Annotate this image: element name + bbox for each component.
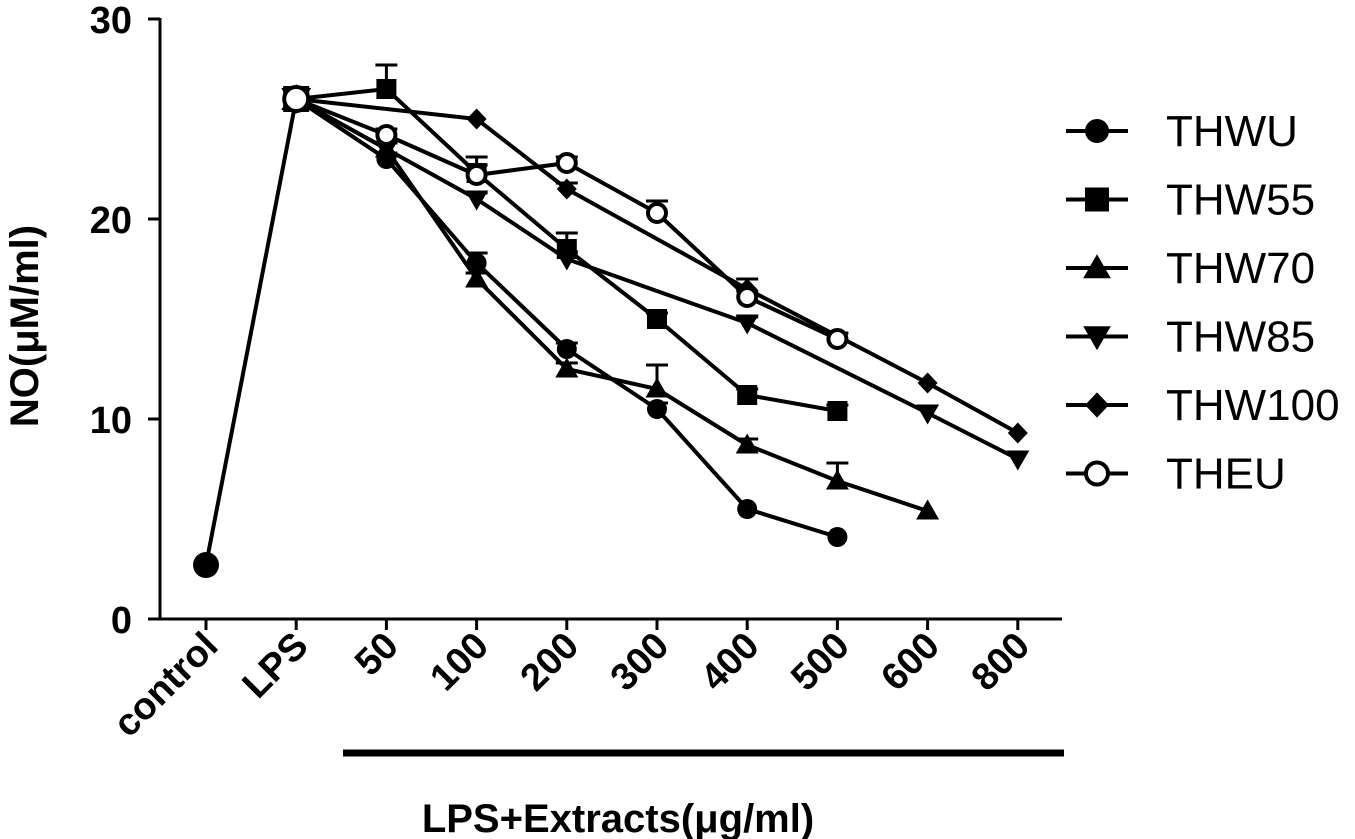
legend-item: THW100 (1066, 381, 1340, 430)
data-point (465, 267, 489, 288)
x-tick-label: 100 (422, 625, 497, 700)
x-tick-label: 500 (783, 625, 858, 700)
data-point (916, 499, 940, 520)
data-point (465, 190, 489, 211)
series-thw70 (281, 84, 940, 520)
data-point (646, 202, 668, 224)
legend-marker (1085, 392, 1109, 418)
x-tick-label: 200 (513, 625, 588, 700)
x-tick-label: 50 (347, 625, 407, 685)
data-point (1007, 422, 1028, 444)
legend: THWU THW55 THW70 THW85 THW100 THEU (1066, 107, 1340, 499)
data-point (826, 328, 849, 350)
data-point (555, 250, 579, 271)
data-point (193, 552, 219, 578)
data-point (376, 79, 397, 99)
data-point (647, 399, 667, 419)
x-tick-label: LPS (235, 625, 317, 707)
legend-item: THW85 (1066, 313, 1315, 362)
data-point (556, 178, 577, 200)
data-point (827, 401, 848, 421)
series-thwu (193, 86, 848, 578)
legend-item: THWU (1066, 107, 1298, 156)
legend-item: THW70 (1066, 244, 1315, 293)
y-tick-label: 20 (90, 200, 132, 242)
data-point (282, 85, 311, 113)
legend-label: THW70 (1166, 244, 1315, 293)
data-point (737, 499, 758, 519)
series-line (295, 97, 1019, 435)
data-point (374, 140, 398, 161)
y-axis-label: NO(μM/ml) (3, 225, 47, 427)
legend-label: THWU (1166, 107, 1298, 156)
series-theu (282, 85, 849, 350)
data-series (193, 63, 1030, 578)
data-point (917, 372, 938, 394)
data-point (735, 433, 759, 454)
x-tick-label: 800 (964, 625, 1039, 700)
x-axis-label: LPS+Extracts(μg/ml) (422, 797, 814, 839)
y-tick-label: 0 (111, 600, 132, 642)
legend-marker (1084, 460, 1110, 487)
x-tick-label: 400 (693, 625, 768, 700)
x-ticks: control LPS 50 100 200 300 400 500 600 800 (106, 619, 1039, 746)
x-tick-label: 600 (873, 625, 948, 700)
series-line (295, 97, 929, 513)
legend-marker (1083, 254, 1111, 279)
data-point (555, 357, 579, 378)
y-tick-label: 10 (90, 400, 132, 442)
data-point (916, 404, 940, 425)
legend-marker (1085, 187, 1109, 212)
data-point (737, 385, 758, 405)
data-point (466, 253, 487, 273)
data-point (827, 527, 848, 547)
x-tick-label: 300 (603, 625, 678, 700)
data-point (375, 124, 398, 146)
y-tick-label: 30 (90, 0, 132, 42)
data-point (736, 286, 759, 308)
legend-marker (1083, 326, 1111, 351)
data-point (645, 377, 669, 398)
x-tick-label: control (106, 625, 227, 746)
legend-label: THW55 (1166, 176, 1315, 225)
legend-label: THEU (1166, 450, 1286, 499)
axes: NO(μM/ml) LPS+Extracts(μg/ml) (3, 18, 1064, 839)
y-ticks: 0 10 20 30 (90, 0, 160, 642)
data-point (465, 164, 488, 186)
legend-item: THEU (1066, 450, 1286, 499)
legend-marker (1085, 119, 1109, 143)
data-point (466, 108, 487, 130)
legend-item: THW55 (1066, 176, 1315, 225)
data-point (825, 469, 849, 490)
legend-label: THW85 (1166, 313, 1315, 362)
data-point (555, 152, 578, 174)
data-point (647, 309, 667, 329)
data-point (735, 314, 759, 335)
data-point (1006, 450, 1030, 471)
data-point (556, 339, 577, 359)
legend-label: THW100 (1166, 381, 1340, 430)
